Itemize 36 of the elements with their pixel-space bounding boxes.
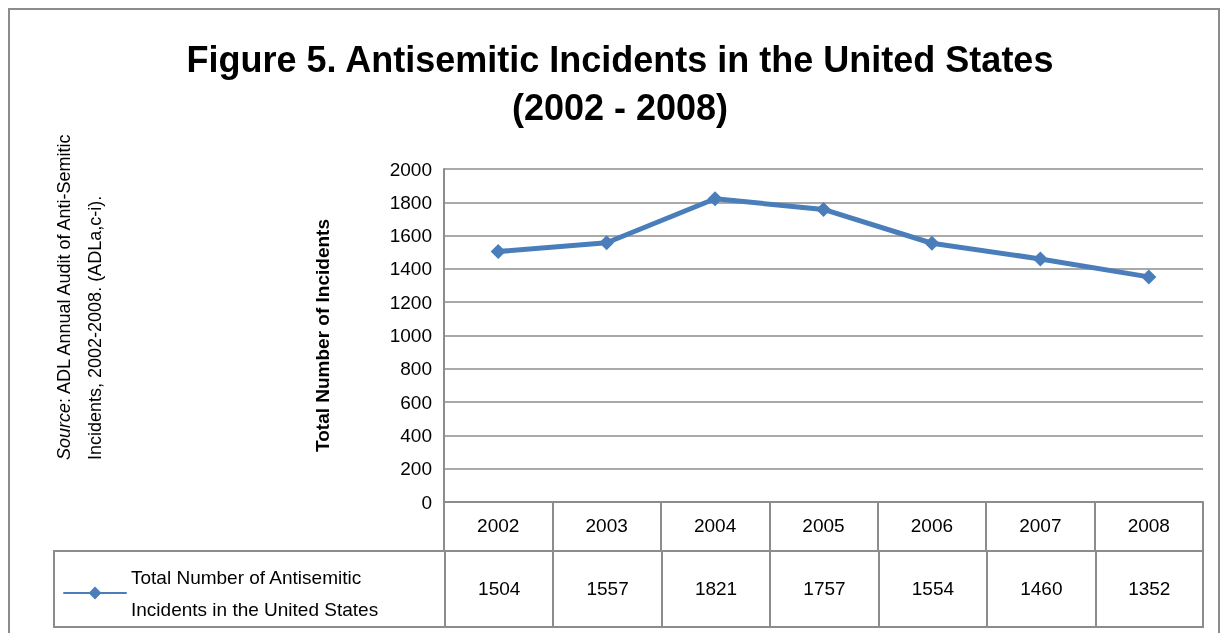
point (490, 244, 506, 260)
x-tick-label: 2006 (910, 515, 954, 536)
data-label: 1504 (478, 578, 521, 600)
point (816, 201, 831, 217)
point (599, 235, 615, 251)
y-tick-label: 1600 (389, 225, 432, 247)
x-tick-label: 2005 (802, 515, 845, 536)
y-tick-label: 1000 (389, 325, 432, 346)
point (1032, 251, 1048, 267)
y-tick-label: 1800 (389, 191, 432, 213)
y-tick-label: 200 (400, 458, 432, 480)
data-label: 1821 (694, 578, 738, 600)
data-label: 1554 (911, 578, 955, 600)
y-axis-title: Total Number of Incidents (312, 219, 333, 452)
point (707, 191, 723, 207)
source-note: Source: ADL Annual Audit of Anti-Semitic Incidents, 2002-2008. (ADLa,c-i). (53, 133, 106, 460)
point (924, 235, 940, 251)
legend-label: Total Number of Antisemitic Incidents in the United States (131, 566, 379, 620)
x-tick-label: 2007 (1019, 515, 1062, 536)
y-tick-label: 2000 (389, 158, 432, 180)
x-tick-label: 2008 (1127, 515, 1170, 536)
point (1141, 269, 1157, 285)
y-tick-label: 1400 (389, 258, 432, 280)
chart-title: Figure 5. Antisemitic Incidents in the United States (2002 - 2008) (185, 38, 1055, 130)
data-label: 1460 (1020, 578, 1063, 600)
x-tick-label: 2004 (693, 515, 737, 536)
data-label: 1557 (586, 578, 629, 600)
x-tick-label: 2003 (585, 515, 628, 536)
data-label: 1757 (803, 578, 846, 600)
y-tick-label: 600 (400, 391, 432, 413)
y-tick-label: 1200 (389, 291, 432, 313)
data-label: 1352 (1128, 578, 1171, 600)
y-tick-label: 0 (421, 491, 432, 513)
y-tick-label: 800 (400, 358, 432, 380)
y-tick-label: 400 (400, 424, 432, 446)
x-tick-label: 2002 (477, 515, 520, 536)
